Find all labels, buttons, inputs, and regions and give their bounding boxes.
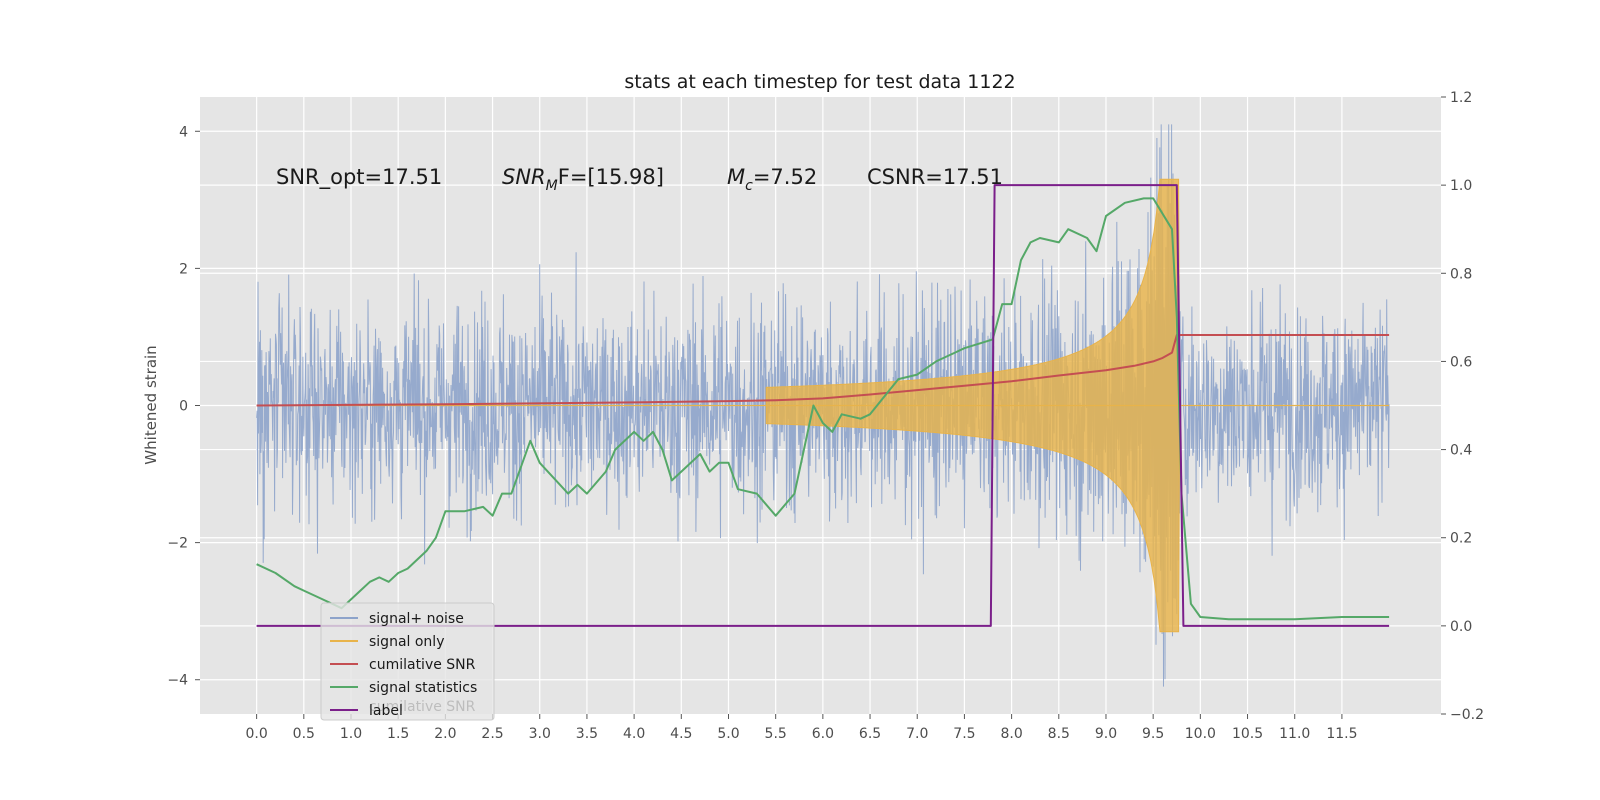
y-tick-label: 0 xyxy=(179,399,188,415)
y2-tick-label: 0.4 xyxy=(1450,443,1472,459)
legend-label: signal only xyxy=(369,634,444,650)
annotation-snr-mf: SNRMF=[15.98] xyxy=(502,165,664,194)
y2-tick-label: 1.0 xyxy=(1450,178,1472,194)
lines-layer xyxy=(256,184,1390,627)
y2-tick-label: 0.6 xyxy=(1450,354,1472,370)
x-tick-label: 0.0 xyxy=(245,726,267,742)
x-tick-label: 2.5 xyxy=(481,726,503,742)
x-tick-label: 6.0 xyxy=(812,726,834,742)
x-tick-label: 3.5 xyxy=(576,726,598,742)
x-tick-label: 11.0 xyxy=(1279,726,1310,742)
y-tick-label: 4 xyxy=(179,124,188,140)
x-tick-label: 9.5 xyxy=(1142,726,1164,742)
annotation-snr-mf-sub: M xyxy=(546,178,558,194)
x-tick-label: 0.5 xyxy=(293,726,315,742)
series-label xyxy=(256,184,1390,627)
legend-items: signal+ noise signal only cumilative SNR si… xyxy=(330,611,477,719)
annotation-mc-sub: c xyxy=(745,178,753,194)
legend-label: label xyxy=(369,703,403,719)
x-tick-label: 1.5 xyxy=(387,726,409,742)
annotation-mc-rest: =7.52 xyxy=(753,165,817,189)
x-tick-label: 8.5 xyxy=(1048,726,1070,742)
x-tick-label: 2.0 xyxy=(434,726,456,742)
annotation-snr-opt: SNR_opt=17.51 xyxy=(276,165,442,190)
series-signal-noise xyxy=(256,124,1390,687)
x-tick-label: 8.0 xyxy=(1000,726,1022,742)
legend-label: signal statistics xyxy=(369,680,477,696)
series-signal-statistics xyxy=(256,197,1390,621)
annotation-mc: Mc=7.52 xyxy=(727,165,817,194)
x-tick-label: 10.5 xyxy=(1232,726,1263,742)
y2-tick-label: 0.2 xyxy=(1450,531,1472,547)
annotation-snr-mf-base: SNR xyxy=(502,165,546,189)
y-axis-label: Whitened strain xyxy=(142,345,160,464)
legend-ghost-text: cumilative SNR xyxy=(369,699,476,715)
x-tick-label: 3.0 xyxy=(529,726,551,742)
y-tick-label: −2 xyxy=(167,536,188,552)
x-tick-label: 5.5 xyxy=(765,726,787,742)
x-tick-label: 9.0 xyxy=(1095,726,1117,742)
chart-title: stats at each timestep for test data 112… xyxy=(624,71,1015,93)
x-tick-label: 7.0 xyxy=(906,726,928,742)
annotation-snr-mf-rest: F=[15.98] xyxy=(558,165,664,189)
annotation-csnr: CSNR=17.51 xyxy=(867,165,1003,189)
x-tick-label: 5.0 xyxy=(717,726,739,742)
series-cumilative-snr xyxy=(256,334,1390,407)
y2-tick-label: 0.0 xyxy=(1450,619,1472,635)
x-tick-label: 4.0 xyxy=(623,726,645,742)
ticks: 0.0 0.5 1.0 1.5 2.0 2.5 3.0 3.5 4.0 4.5 5.0 5.5 6.0 6… xyxy=(167,90,1484,742)
legend: cumilative SNR signal+ noise signal only c… xyxy=(320,602,495,721)
legend-label: cumilative SNR xyxy=(369,657,476,673)
y-tick-label: 2 xyxy=(179,261,188,277)
y2-tick-label: 0.8 xyxy=(1450,266,1472,282)
x-tick-label: 6.5 xyxy=(859,726,881,742)
signal-noise-layer xyxy=(256,124,1390,687)
annotation-mc-base: M xyxy=(727,165,745,189)
signal-only-layer xyxy=(256,178,1390,633)
legend-label: signal+ noise xyxy=(369,611,464,627)
x-tick-label: 1.0 xyxy=(340,726,362,742)
annotations: SNR_opt=17.51 SNRMF=[15.98] Mc=7.52 CSNR… xyxy=(276,165,1003,194)
x-tick-label: 11.5 xyxy=(1326,726,1357,742)
y-tick-label: −4 xyxy=(167,673,188,689)
legend-box xyxy=(320,602,495,721)
y2-tick-label: 1.2 xyxy=(1450,90,1472,106)
y2-tick-label: −0.2 xyxy=(1450,707,1484,723)
x-tick-label: 7.5 xyxy=(953,726,975,742)
x-tick-label: 4.5 xyxy=(670,726,692,742)
x-tick-label: 10.0 xyxy=(1185,726,1216,742)
